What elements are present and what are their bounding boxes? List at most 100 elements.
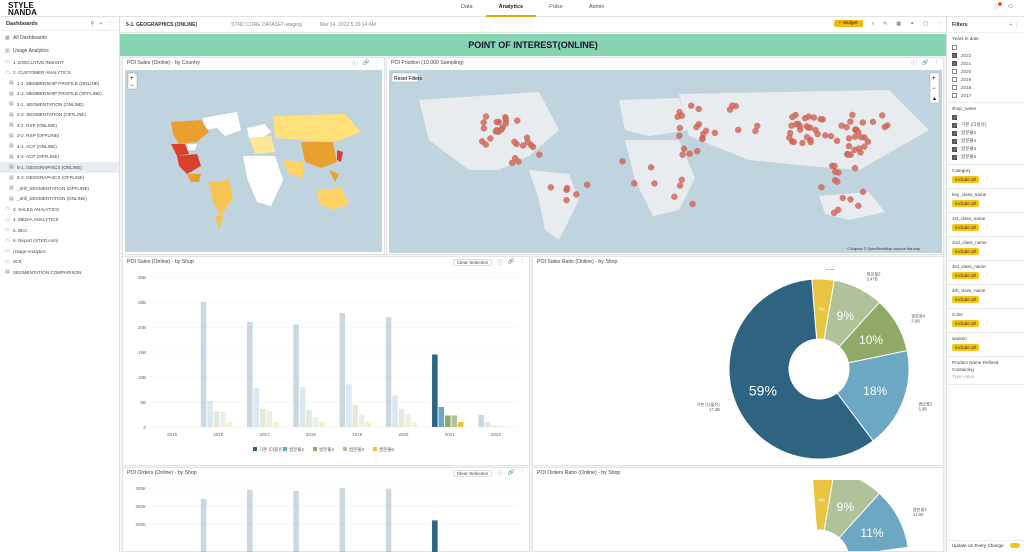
add-widget-button[interactable]: + Widget bbox=[833, 20, 863, 27]
sales-donut-chart[interactable]: 4%쌈분몰51.1B9%쌈분몰32.47B10%쌈분몰43.0B18%쌈분몰25… bbox=[533, 269, 943, 465]
bar[interactable] bbox=[339, 313, 346, 427]
sidebar-item[interactable]: ▭ 3. SALES ANALYTICS bbox=[0, 204, 119, 215]
sidebar-item[interactable]: ▥ Usage Analytics bbox=[0, 44, 119, 57]
bell-icon[interactable]: ♢ bbox=[993, 2, 1002, 11]
sidebar-item[interactable]: ▤ 3-1. RSP (ONLINE) bbox=[0, 120, 119, 131]
filter-option[interactable]: ✓ 쌈분몰2 bbox=[952, 129, 1019, 137]
bar[interactable] bbox=[346, 384, 352, 428]
user-icon[interactable]: ☺ bbox=[1006, 3, 1014, 10]
sales-bar-chart[interactable]: 0 5B 10B 15B 20B 25B 30B 2015 2016 2017 2018 2019 20… bbox=[123, 269, 529, 464]
bar[interactable] bbox=[253, 388, 260, 427]
more-icon[interactable]: ⋮ bbox=[374, 60, 381, 66]
filter-icon[interactable]: ▿ bbox=[871, 20, 875, 27]
checkbox[interactable]: ✓ bbox=[952, 130, 957, 136]
bar[interactable] bbox=[207, 401, 213, 427]
legend-label[interactable]: 쌈분몰3 bbox=[349, 446, 364, 453]
include-all-button[interactable]: Include all bbox=[952, 296, 979, 303]
sidebar-item[interactable]: ▤ 4-2. ACP (OFFLINE) bbox=[0, 152, 119, 163]
bar[interactable] bbox=[365, 421, 371, 428]
search-icon[interactable]: ⚲ bbox=[90, 20, 95, 27]
bar[interactable] bbox=[405, 414, 411, 427]
filter-option[interactable]: ✓ 쌈분몰5 bbox=[952, 153, 1019, 161]
checkbox[interactable]: ✓ bbox=[952, 52, 957, 58]
info-icon[interactable]: ⓘ bbox=[352, 61, 358, 67]
checkbox[interactable]: ✓ bbox=[952, 60, 957, 66]
more-icon[interactable]: ⋮ bbox=[519, 259, 526, 265]
auto-update-toggle[interactable] bbox=[1010, 543, 1020, 548]
add-icon[interactable]: + bbox=[99, 20, 103, 27]
sidebar-item[interactable]: ▭ 6. Report (STKD.com) bbox=[0, 236, 119, 247]
sidebar-item[interactable]: ▦ All Dashboards bbox=[0, 31, 119, 44]
donut-slice[interactable] bbox=[836, 350, 910, 442]
bar[interactable] bbox=[385, 317, 392, 427]
info-icon[interactable]: ⓘ bbox=[497, 471, 503, 477]
bar[interactable] bbox=[352, 404, 359, 428]
sidebar-item[interactable]: ▭ 5. BKC bbox=[0, 225, 119, 236]
filter-option[interactable]: 2017 bbox=[952, 91, 1019, 99]
more-icon[interactable]: ⋮ bbox=[1013, 21, 1019, 28]
select-all-checkbox[interactable] bbox=[952, 44, 957, 50]
bar[interactable] bbox=[491, 425, 497, 428]
sidebar-item[interactable]: ▤ 1-2. MEMBERSHIP PROFILE (OFFLINE) bbox=[0, 89, 119, 100]
clear-selection-button[interactable]: Clear Selection bbox=[452, 469, 493, 477]
more-icon[interactable]: ⋮ bbox=[519, 470, 526, 476]
bar[interactable] bbox=[293, 490, 299, 552]
sidebar-item[interactable]: ▭ 1. EXECUTIVE INSIGHT bbox=[0, 57, 119, 68]
bar[interactable] bbox=[226, 422, 233, 427]
bar[interactable] bbox=[260, 409, 266, 427]
bar[interactable] bbox=[220, 412, 226, 427]
sidebar-item[interactable]: ▤ 2-1. SEGMENTATION (ONLINE) bbox=[0, 99, 119, 110]
sidebar-item[interactable]: ▤ SEGMENTATION COMPARISON bbox=[0, 267, 119, 278]
fullscreen-icon[interactable]: ▢ bbox=[923, 20, 928, 27]
sidebar-item[interactable]: ▭ 2. CUSTOMER ANALYTICS bbox=[0, 68, 119, 79]
bar[interactable] bbox=[451, 415, 458, 428]
match-mode-select[interactable]: Containing bbox=[952, 367, 974, 372]
bar[interactable] bbox=[497, 426, 504, 427]
bar[interactable] bbox=[200, 498, 207, 552]
product-text-input[interactable]: Type value bbox=[952, 374, 975, 379]
filter-option[interactable]: ✓ 기본 (더블유) bbox=[952, 121, 1019, 129]
add-filter-icon[interactable]: + bbox=[1009, 21, 1013, 28]
link-icon[interactable]: 🔗 bbox=[362, 60, 370, 66]
map-attribution[interactable]: © Mapbox © OpenStreetMap Improve this ma… bbox=[847, 247, 920, 251]
filter-option[interactable]: ✓ 쌈분몰4 bbox=[952, 137, 1019, 145]
legend-label[interactable]: 쌈분몰5 bbox=[379, 446, 394, 453]
topnav-item-analytics[interactable]: Analytics bbox=[485, 0, 537, 17]
bar[interactable] bbox=[247, 322, 253, 427]
bar[interactable] bbox=[445, 415, 451, 428]
bar[interactable] bbox=[299, 387, 306, 427]
bar[interactable] bbox=[392, 395, 398, 428]
bar[interactable] bbox=[411, 422, 418, 428]
layout-icon[interactable]: ▦ bbox=[896, 20, 902, 27]
filter-option[interactable]: 2018 bbox=[952, 83, 1019, 91]
legend-label[interactable]: 쌈분몰2 bbox=[289, 446, 304, 453]
checkbox[interactable] bbox=[952, 76, 957, 82]
sidebar-item[interactable]: ▤ 5-1. GEOGRAPHICS (ONLINE) bbox=[0, 162, 119, 173]
bar[interactable] bbox=[247, 489, 253, 552]
bar[interactable] bbox=[339, 488, 346, 552]
info-icon[interactable]: ⓘ bbox=[497, 260, 503, 266]
info-icon[interactable]: ⓘ bbox=[911, 61, 917, 67]
bar[interactable] bbox=[478, 415, 484, 427]
sidebar-item[interactable]: ▤ 5-2. GEOGRAPHICS (OFFLINE) bbox=[0, 173, 119, 184]
bar[interactable] bbox=[272, 422, 279, 427]
donut-slice[interactable] bbox=[838, 492, 909, 552]
orders-bar-chart[interactable]: 300K 250K 200K bbox=[123, 480, 529, 552]
select-all-checkbox[interactable]: ✓ bbox=[952, 114, 957, 120]
legend-label[interactable]: 기본 (더블유) bbox=[259, 446, 284, 453]
sidebar-item[interactable]: ▤ _drill_SEGMENTATION (OFFLINE) bbox=[0, 183, 119, 194]
topnav-item-pulse[interactable]: Pulse bbox=[549, 4, 563, 10]
bar[interactable] bbox=[213, 411, 220, 427]
topnav-item-admin[interactable]: Admin bbox=[588, 4, 605, 10]
bar[interactable] bbox=[457, 422, 464, 427]
filter-option[interactable]: ✓ 2022 bbox=[952, 51, 1019, 59]
sidebar-item[interactable]: ▤ 1-1. MEMBERSHIP PROFILE (ONLINE) bbox=[0, 78, 119, 89]
bar[interactable] bbox=[358, 414, 365, 428]
filter-option[interactable]: ✓ 2021 bbox=[952, 59, 1019, 67]
link-icon[interactable]: 🔗 bbox=[507, 259, 515, 265]
checkbox[interactable]: ✓ bbox=[952, 146, 957, 152]
filter-option[interactable]: 2019 bbox=[952, 75, 1019, 83]
legend-label[interactable]: 쌈분몰4 bbox=[319, 446, 334, 453]
filter-option[interactable]: 2020 bbox=[952, 67, 1019, 75]
